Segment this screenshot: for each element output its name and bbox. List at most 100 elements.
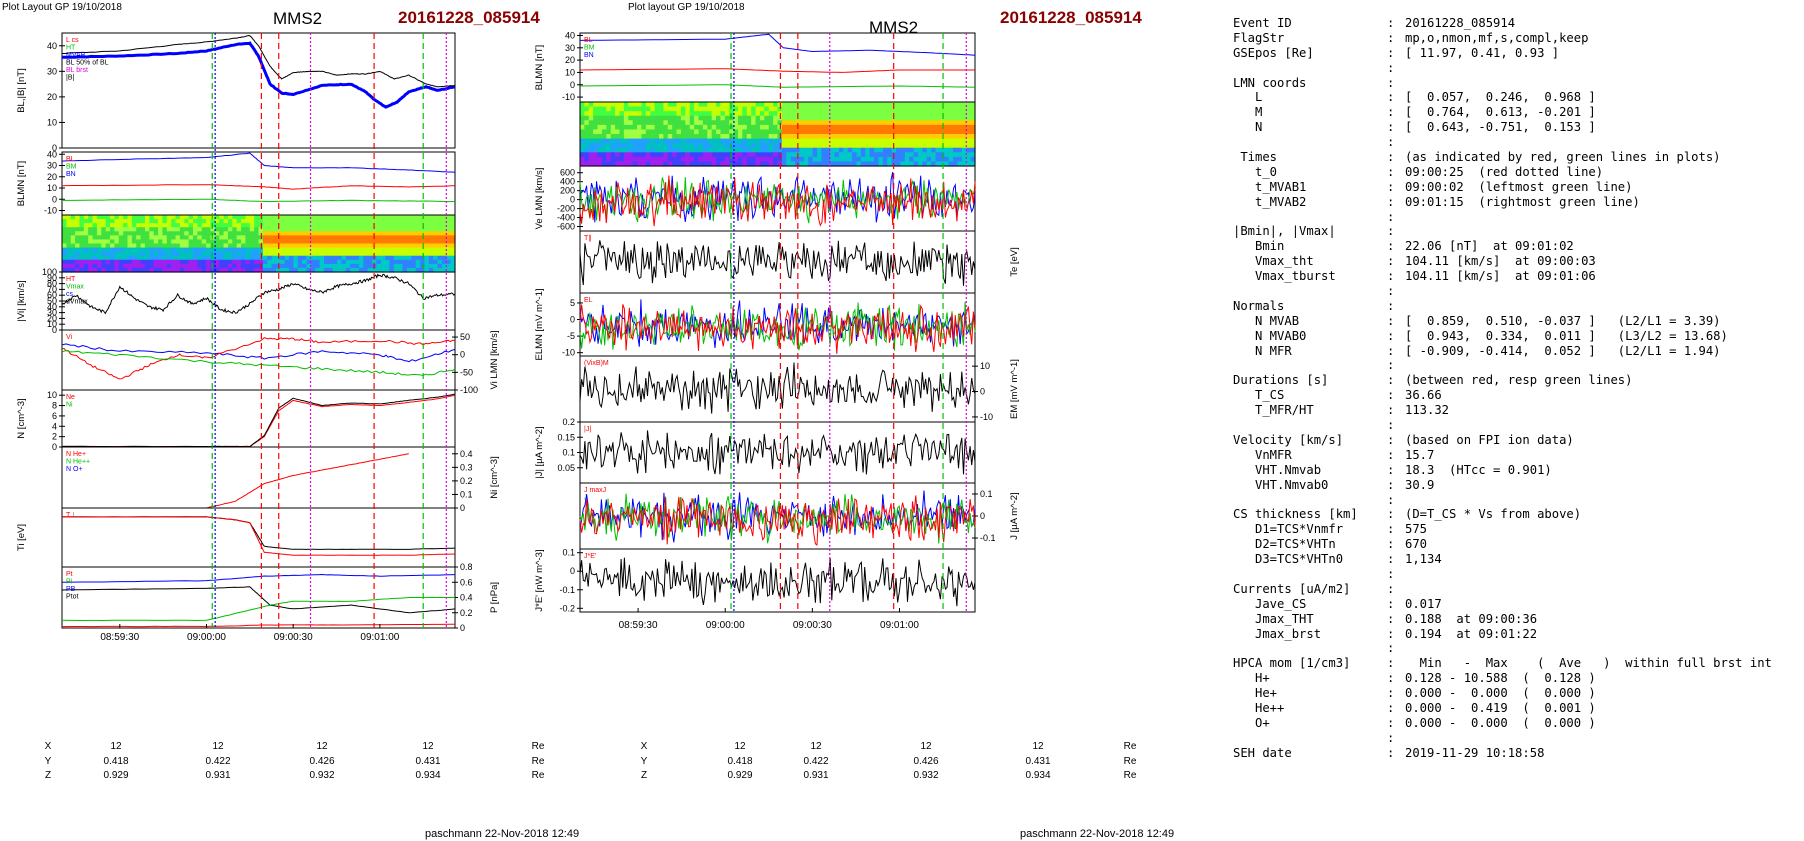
right-spec-cell (856, 152, 862, 158)
left-spec-cell (441, 223, 447, 228)
right-spec-cell (830, 102, 836, 108)
right-spec-cell (707, 129, 713, 135)
right-spec-cell (676, 102, 682, 108)
info-row: : (1233, 418, 1793, 433)
info-colon: : (1387, 745, 1395, 760)
right-panel-frame (579, 32, 976, 103)
right-legend-item: |J| (584, 426, 591, 433)
left-spec-cell (433, 227, 439, 232)
left-spec-cell (415, 223, 421, 228)
right-spec-cell (957, 161, 963, 167)
left-spec-cell (389, 235, 395, 241)
info-key: N MVAB (1233, 313, 1300, 328)
right-ytick-label: 0.1 (980, 489, 993, 499)
left-spec-cell (127, 259, 133, 265)
left-spec-cell (319, 243, 325, 249)
left-spec-cell (184, 259, 190, 265)
left-spec-cell (83, 235, 89, 241)
left-spec-cell (437, 267, 443, 273)
left-spec-cell (389, 247, 395, 253)
right-ytick-label: -5 (567, 331, 575, 341)
right-spec-cell (970, 111, 976, 117)
right-spec-cell (720, 152, 726, 158)
right-legend-item: J*E' (584, 553, 596, 560)
right-spec-cell (900, 129, 906, 135)
left-spec-cell (354, 215, 360, 220)
right-spec-cell (623, 138, 629, 144)
right-spec-cell (953, 120, 959, 126)
right-spec-cell (584, 134, 590, 140)
right-spec-cell (720, 111, 726, 117)
left-spec-cell (123, 251, 129, 257)
right-spec-cell (584, 129, 590, 135)
left-spec-cell (324, 231, 329, 236)
left-spec-cell (280, 259, 286, 265)
left-spec-cell (441, 239, 447, 245)
left-spec-cell (214, 259, 220, 265)
right-spec-cell (694, 138, 700, 144)
left-spec-cell (149, 215, 155, 220)
left-spec-cell (179, 239, 185, 245)
right-spec-cell (759, 120, 765, 126)
right-spec-cell (619, 124, 625, 131)
left-spec-cell (92, 231, 98, 236)
right-spec-cell (838, 115, 844, 121)
right-spec-cell (843, 120, 849, 126)
right-spec-cell (847, 124, 853, 131)
right-spec-cell (663, 134, 669, 140)
left-spec-cell (350, 247, 356, 253)
right-spec-cell (694, 152, 700, 158)
left-spec-cell (433, 231, 439, 236)
left-spec-cell (110, 251, 115, 257)
left-spec-cell (350, 255, 356, 261)
left-spec-cell (110, 215, 115, 220)
left-spec-cell (284, 267, 290, 273)
right-spec-cell (830, 143, 836, 149)
right-legend-item: (VixB)M (584, 360, 609, 367)
right-spec-cell (623, 115, 629, 121)
right-spec-cell (610, 106, 616, 112)
right-spec-cell (641, 120, 647, 126)
left-spec-cell (393, 251, 399, 257)
left-legend-item: PB (66, 586, 76, 593)
left-series-N He++ (206, 453, 409, 509)
left-ylabel: BLMN [nT] (16, 161, 27, 206)
right-spec-cell (755, 120, 761, 126)
right-spec-cell (645, 115, 651, 121)
right-spec-cell (663, 102, 669, 108)
right-spec-cell (580, 161, 585, 167)
left-spec-cell (223, 239, 229, 245)
right-spec-cell (637, 129, 643, 135)
right-spec-cell (615, 124, 621, 131)
left-ylabel: Vi LMN [km/s] (489, 331, 500, 390)
left-spec-cell (92, 243, 98, 249)
left-spec-cell (389, 239, 395, 245)
left-spec-cell (341, 267, 347, 273)
right-spec-cell (773, 115, 779, 121)
info-key (1233, 358, 1387, 373)
left-spec-cell (402, 239, 408, 245)
right-spec-cell (817, 161, 822, 167)
left-spec-cell (75, 219, 81, 224)
right-spec-cell (922, 106, 928, 112)
left-ytick-label: 6 (52, 411, 57, 421)
right-spec-cell (601, 152, 607, 158)
left-spec-cell (345, 219, 351, 224)
right-spec-cell (606, 134, 612, 140)
left-spec-cell (258, 267, 264, 273)
left-spec-cell (280, 247, 286, 253)
right-spec-cell (904, 156, 910, 163)
right-spec-cell (659, 143, 664, 149)
left-spec-cell (332, 267, 338, 273)
right-spec-cell (667, 120, 673, 126)
left-spec-cell (358, 247, 364, 253)
left-spec-cell (389, 219, 395, 224)
right-spec-cell (672, 152, 678, 158)
right-spec-cell (588, 138, 594, 144)
right-spec-cell (711, 120, 717, 126)
right-spec-cell (913, 143, 919, 149)
info-key: Jmax_THT (1233, 611, 1314, 626)
left-ytick-label: -50 (460, 367, 473, 377)
left-spec-cell (241, 235, 246, 241)
left-spec-cell (332, 243, 338, 249)
